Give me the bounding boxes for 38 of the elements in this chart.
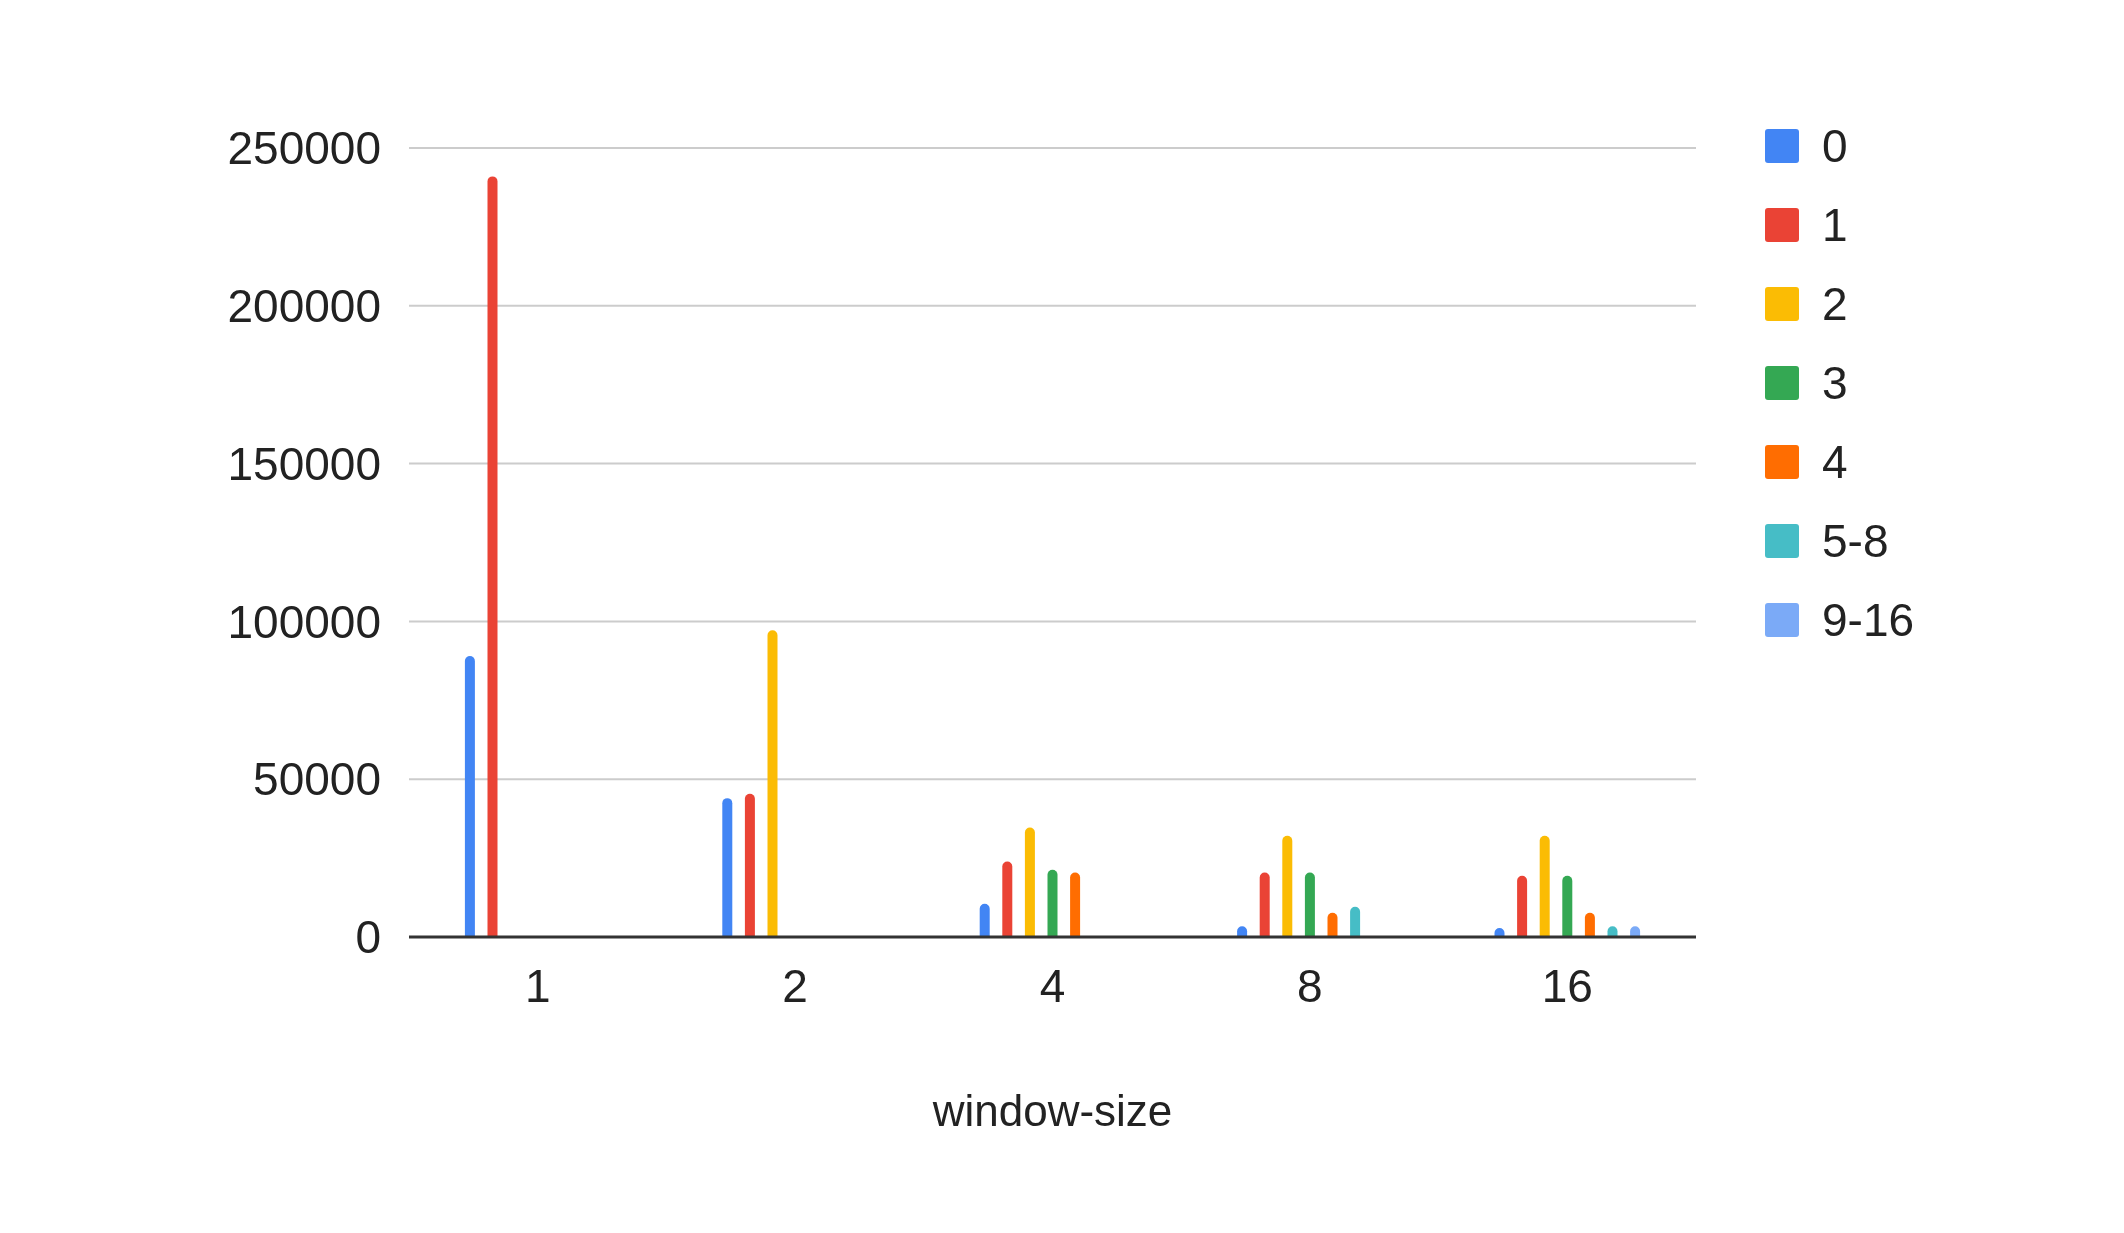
bar [1047,869,1058,937]
bar [464,656,475,937]
legend-label: 5-8 [1822,515,1889,568]
bar [1002,861,1013,937]
y-tick-label: 150000 [227,437,381,490]
bar [1584,912,1595,937]
bar [1070,872,1081,937]
x-tick-label: 8 [1297,960,1323,1012]
x-tick-label: 4 [1039,960,1066,1012]
x-tick-label: 1 [524,960,551,1012]
legend-label: 4 [1822,436,1848,489]
bar [979,903,990,937]
bar [1304,872,1315,937]
bar [1024,827,1035,937]
bar [767,630,778,937]
y-tick-label: 250000 [227,122,381,175]
bar [1259,872,1270,937]
bar [1327,912,1338,937]
bar [1539,835,1550,937]
bar [722,798,733,937]
y-tick-label: 100000 [227,595,381,648]
bar [744,793,755,937]
bar [1517,875,1528,937]
legend-label: 0 [1822,120,1848,173]
x-tick-label: 2 [782,960,808,1012]
bar [487,176,498,937]
y-tick-label: 200000 [227,279,381,332]
y-tick-label: 50000 [253,753,381,806]
bar [1350,906,1361,937]
y-tick-label: 0 [355,911,381,964]
legend-label: 1 [1822,199,1848,252]
bar [1562,875,1573,937]
bar [1282,835,1293,937]
legend-label: 3 [1822,357,1848,410]
legend-label: 9-16 [1822,594,1915,647]
legend-label: 2 [1822,278,1848,331]
x-tick-label: 16 [1541,960,1593,1012]
x-axis-title: window-size [931,1086,1173,1135]
